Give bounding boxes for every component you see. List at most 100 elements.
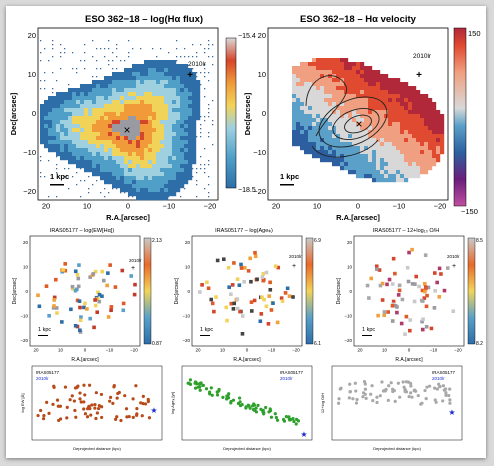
velocity-pixel — [312, 62, 317, 67]
velocity-pixel — [312, 154, 317, 159]
flux-pixel — [72, 156, 77, 161]
flux-pixel — [164, 148, 169, 153]
flux-pixel — [132, 144, 137, 149]
flux-pixel — [112, 128, 117, 133]
flux-pixel — [88, 96, 93, 101]
flux-pixel — [64, 116, 69, 121]
mid-2-scale-bar — [200, 335, 210, 336]
flux-noise-dot — [208, 176, 210, 178]
scatter-point — [448, 387, 452, 391]
velocity-pixel — [404, 90, 409, 95]
velocity-pixel — [316, 126, 321, 131]
flux-pixel — [80, 112, 85, 117]
flux-pixel — [172, 132, 177, 137]
flux-pixel — [72, 116, 77, 121]
flux-noise-dot — [200, 168, 202, 170]
flux-pixel — [148, 172, 153, 177]
flux-pixel — [84, 136, 89, 141]
map-square — [239, 266, 244, 270]
flux-pixel — [116, 80, 121, 85]
velocity-pixel — [416, 134, 421, 139]
flux-pixel — [60, 128, 65, 133]
velocity-pixel — [436, 110, 441, 115]
velocity-pixel — [316, 118, 321, 123]
flux-pixel — [96, 168, 101, 173]
flux-pixel — [164, 88, 169, 93]
top-left-colorbar — [225, 37, 237, 189]
flux-pixel — [88, 136, 93, 141]
velocity-pixel — [412, 94, 417, 99]
velocity-pixel — [368, 66, 373, 71]
velocity-pixel — [332, 158, 337, 163]
velocity-pixel — [372, 130, 377, 135]
velocity-pixel — [336, 130, 341, 135]
flux-pixel — [148, 188, 153, 193]
velocity-pixel — [384, 174, 389, 179]
flux-pixel — [184, 108, 189, 113]
flux-noise-dot — [196, 196, 198, 198]
flux-noise-dot — [40, 80, 42, 82]
velocity-pixel — [392, 114, 397, 119]
map-square — [76, 284, 81, 289]
flux-pixel — [84, 108, 89, 113]
flux-pixel — [160, 160, 165, 165]
flux-pixel — [176, 156, 181, 161]
flux-pixel — [176, 116, 181, 121]
map-square — [120, 268, 125, 273]
flux-noise-dot — [196, 168, 198, 170]
velocity-pixel — [332, 58, 337, 63]
velocity-pixel — [344, 66, 349, 71]
flux-pixel — [100, 176, 105, 181]
flux-pixel — [92, 140, 97, 145]
scatter-point — [363, 382, 367, 386]
bottom-1-points — [36, 383, 152, 423]
flux-pixel — [60, 108, 65, 113]
flux-pixel — [120, 76, 125, 81]
flux-pixel — [172, 116, 177, 121]
velocity-pixel — [420, 162, 425, 167]
scatter-point — [433, 386, 437, 390]
flux-pixel — [84, 168, 89, 173]
flux-pixel — [68, 116, 73, 121]
flux-pixel — [176, 124, 181, 129]
velocity-pixel — [404, 106, 409, 111]
velocity-pixel — [436, 134, 441, 139]
velocity-pixel — [304, 62, 309, 67]
flux-pixel — [108, 108, 113, 113]
velocity-pixel — [312, 150, 317, 155]
map-square — [262, 297, 266, 302]
flux-pixel — [40, 124, 45, 129]
flux-pixel — [152, 152, 157, 157]
mid-2-xtick-tick-4: −20 — [292, 348, 300, 353]
scatter-point — [65, 416, 69, 420]
velocity-pixel — [376, 162, 381, 167]
velocity-pixel — [412, 174, 417, 179]
velocity-pixel — [332, 62, 337, 67]
top-right-xtick-tick-1: 10 — [313, 202, 321, 211]
map-square — [44, 284, 49, 288]
velocity-pixel — [396, 114, 401, 119]
velocity-pixel — [300, 110, 305, 115]
velocity-pixel — [316, 58, 321, 63]
flux-pixel — [188, 116, 193, 121]
flux-pixel — [172, 104, 177, 109]
mid-1-colorbar — [143, 237, 152, 345]
velocity-pixel — [416, 102, 421, 107]
map-square — [77, 263, 81, 267]
velocity-pixel — [300, 102, 305, 107]
velocity-pixel — [388, 130, 393, 135]
flux-noise-dot — [84, 52, 86, 54]
flux-pixel — [64, 92, 69, 97]
flux-pixel — [112, 156, 117, 161]
velocity-pixel — [292, 66, 297, 71]
velocity-pixel — [384, 110, 389, 115]
velocity-pixel — [296, 114, 301, 119]
flux-pixel — [148, 84, 153, 89]
velocity-pixel — [412, 150, 417, 155]
map-square — [280, 299, 285, 303]
velocity-pixel — [316, 78, 321, 83]
velocity-pixel — [384, 126, 389, 131]
top-right-ylabel: Dec[arcsec] — [243, 92, 252, 135]
flux-noise-dot — [64, 48, 66, 50]
flux-pixel — [164, 152, 169, 157]
